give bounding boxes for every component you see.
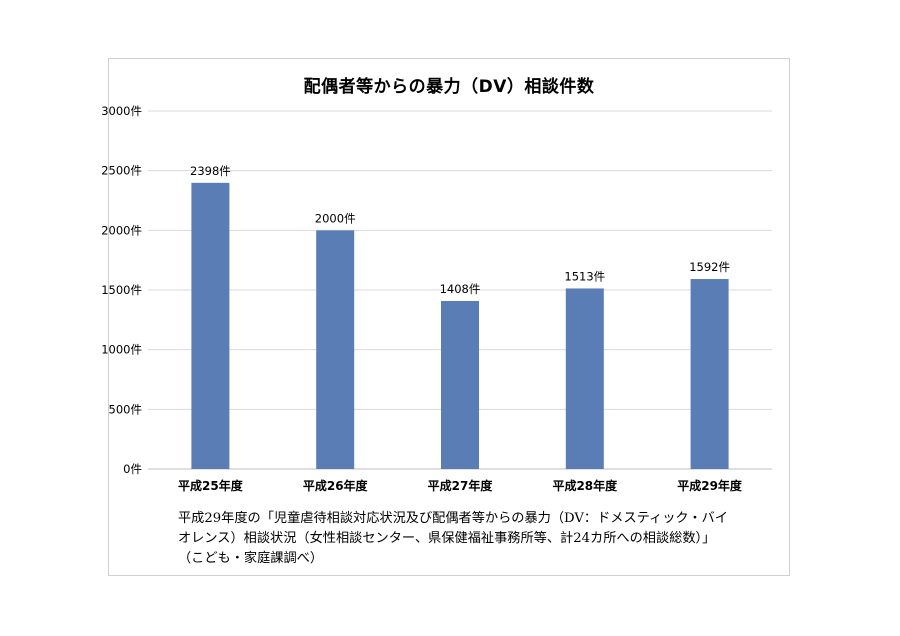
- source-note-line: 平成29年度の「児童虐待相談対応状況及び配偶者等からの暴力（DV：ドメスティック…: [178, 511, 728, 526]
- y-tick-label: 1500件: [101, 283, 142, 297]
- x-tick-label: 平成28年度: [552, 478, 618, 493]
- y-tick-label: 0件: [123, 462, 142, 476]
- x-axis-ticks: 平成25年度 平成26年度 平成27年度 平成28年度 平成29年度: [178, 478, 743, 493]
- bar: [191, 182, 230, 469]
- x-tick-label: 平成26年度: [303, 478, 369, 493]
- y-tick-label: 500件: [109, 402, 142, 416]
- bars: [191, 182, 729, 469]
- data-label: 2000件: [315, 211, 356, 225]
- y-tick-label: 2000件: [101, 223, 142, 237]
- x-tick-label: 平成29年度: [677, 478, 743, 493]
- data-label: 2398件: [190, 164, 231, 178]
- data-label: 1513件: [564, 269, 605, 283]
- y-axis-ticks: 0件 500件 1000件 1500件 2000件 2500件 3000件: [101, 104, 142, 476]
- bar: [565, 288, 604, 469]
- x-tick-label: 平成25年度: [178, 478, 244, 493]
- y-tick-label: 1000件: [101, 343, 142, 357]
- source-note: 平成29年度の「児童虐待相談対応状況及び配偶者等からの暴力（DV：ドメスティック…: [178, 509, 778, 569]
- bar: [441, 300, 479, 469]
- data-labels: 2398件 2000件 1408件 1513件 1592件: [190, 164, 730, 296]
- source-note-line: オレンス）相談状況（女性相談センター、県保健福祉事務所等、計24カ所への相談総数…: [178, 531, 716, 546]
- bar: [316, 230, 355, 469]
- bar: [690, 279, 729, 469]
- source-note-line: （こども・家庭課調べ）: [178, 551, 324, 566]
- x-tick-label: 平成27年度: [428, 478, 494, 493]
- y-tick-label: 3000件: [101, 104, 142, 118]
- chart-frame: [108, 58, 790, 576]
- data-label: 1408件: [440, 282, 481, 296]
- data-label: 1592件: [689, 260, 730, 274]
- chart-title: 配偶者等からの暴力（DV）相談件数: [303, 77, 595, 97]
- y-tick-label: 2500件: [101, 164, 142, 178]
